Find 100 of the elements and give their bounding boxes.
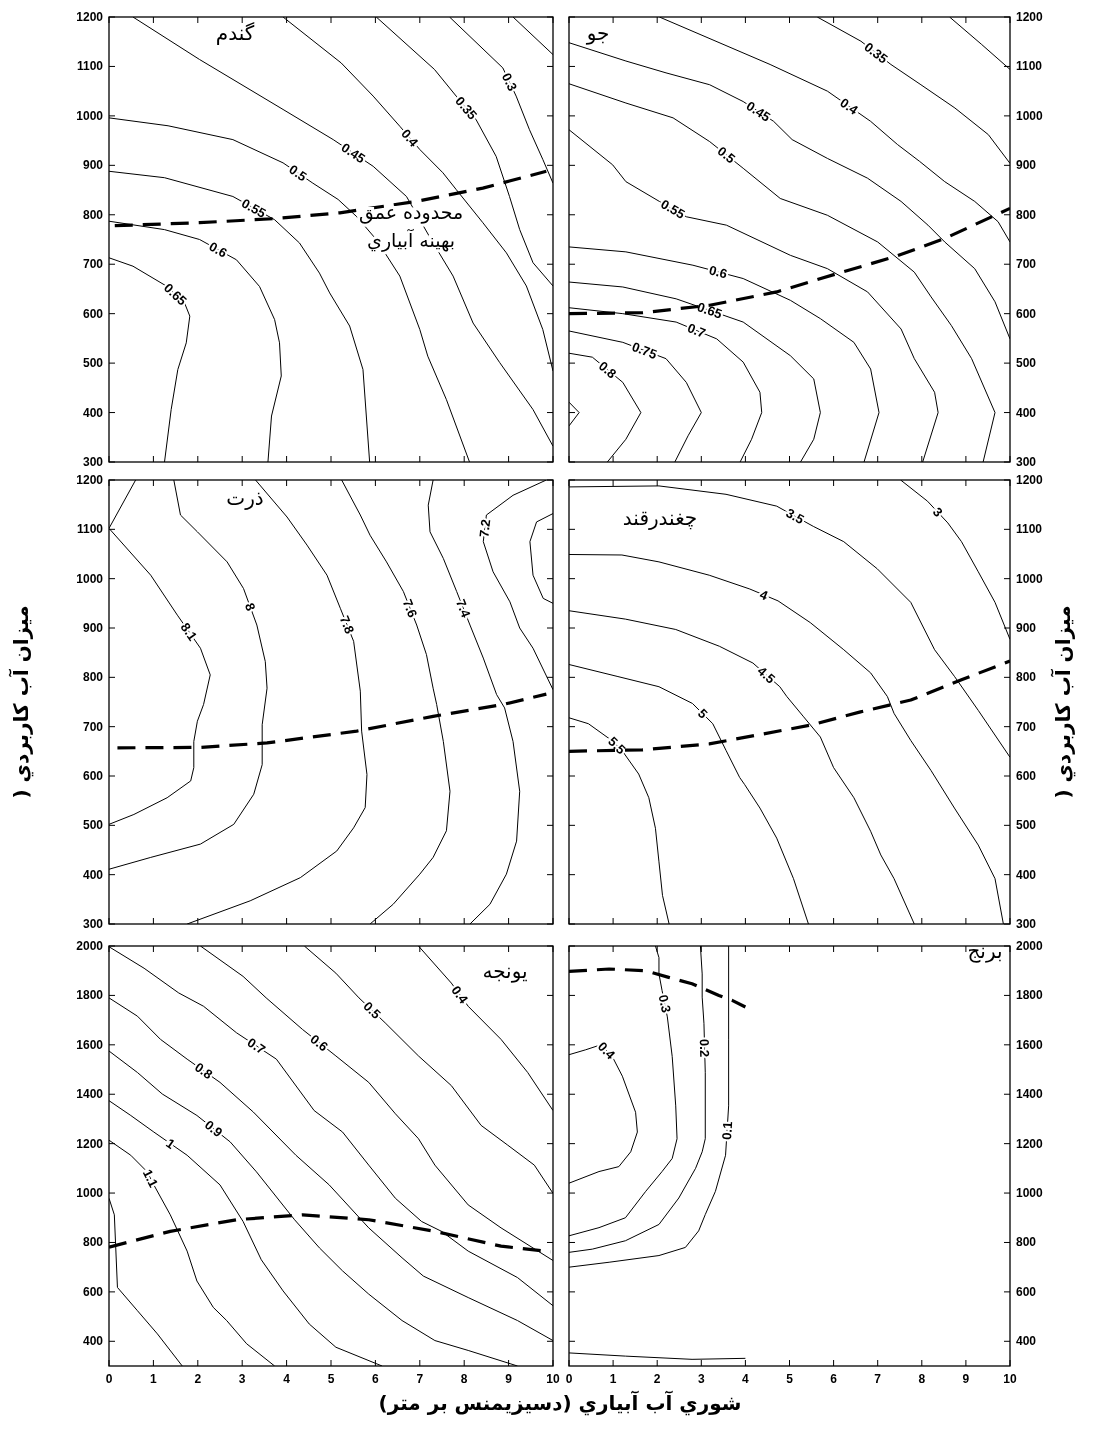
y-tick-label: 2000 [1016, 939, 1044, 953]
text: 1.1 [139, 1166, 162, 1190]
x-tick-label: 9 [962, 1372, 970, 1386]
legend-label: 0.4 [594, 1038, 619, 1063]
y-tick-label: 800 [82, 207, 104, 222]
x-tick-label: 4 [283, 1372, 291, 1386]
text: 0.9 [201, 1117, 226, 1141]
y-tick-label: 900 [1016, 158, 1037, 173]
y-tick-label: 400 [82, 867, 104, 882]
y-tick-label: 1100 [1016, 522, 1043, 537]
chart-title: گندم [215, 21, 255, 45]
text: 0.4 [448, 982, 472, 1007]
y-tick-label: 300 [82, 917, 104, 931]
y-tick-label: 900 [82, 158, 104, 173]
y-tick-label: 800 [1016, 1235, 1037, 1250]
text: 0.3 [498, 70, 521, 94]
y-tick-label: 1200 [1016, 1136, 1044, 1151]
y-tick-label: 1100 [76, 59, 104, 74]
x-tick-label: 6 [372, 1372, 380, 1386]
y-tick-label: 1000 [1016, 108, 1044, 123]
y-tick-label: 1600 [76, 1037, 104, 1052]
text: يونجه [482, 959, 528, 983]
x-tick-label: 4 [742, 1372, 750, 1386]
text: 0.6 [206, 238, 230, 261]
text: 3.5 [783, 505, 807, 528]
text: 0.6 [307, 1031, 331, 1055]
x-tick-label: 0 [565, 1372, 573, 1386]
text: 7.2 [476, 518, 494, 539]
y-tick-label: 400 [82, 405, 104, 420]
y-tick-label: 1100 [76, 522, 104, 537]
text: 0.4 [398, 126, 422, 151]
y-tick-label: 600 [1016, 1284, 1037, 1299]
y-tick-label: 400 [1016, 405, 1037, 420]
text: 0.5 [360, 998, 384, 1023]
y-tick-label: 500 [1016, 356, 1037, 371]
text: 0.2 [696, 1038, 713, 1058]
text: 0.65 [161, 280, 190, 309]
text: چغندرقند [622, 506, 698, 530]
text: 4 [757, 586, 771, 604]
y-tick-label: 1200 [76, 1136, 104, 1151]
text: 0.45 [338, 139, 368, 167]
y-tick-label: 500 [1016, 818, 1037, 833]
y-tick-label: 800 [1016, 670, 1037, 685]
text: 0.55 [658, 196, 688, 222]
y-tick-label: 1000 [76, 1186, 104, 1201]
y-tick-label: 1200 [1016, 10, 1044, 24]
y-tick-label: 700 [1016, 257, 1037, 272]
text: 0.4 [837, 94, 862, 119]
text: 1 [163, 1135, 178, 1152]
y-tick-label: 300 [1016, 917, 1037, 931]
x-tick-label: 1 [609, 1372, 617, 1386]
text: 0.5 [286, 161, 310, 185]
y-tick-label: 1000 [1016, 571, 1044, 586]
x-tick-label: 9 [505, 1372, 513, 1386]
y-tick-label: 1000 [76, 571, 104, 586]
text: 0.35 [861, 39, 891, 67]
x-tick-label: 7 [874, 1372, 882, 1386]
y-tick-label: 600 [1016, 769, 1037, 783]
text: 0.35 [452, 93, 481, 123]
x-tick-label: 5 [786, 1372, 794, 1386]
y-tick-label: 300 [82, 455, 104, 469]
text: 8.1 [177, 620, 201, 644]
y-tick-label: 800 [82, 670, 104, 685]
x-tick-label: 0 [105, 1372, 113, 1386]
text: 0.7 [244, 1034, 269, 1058]
y-tick-label: 400 [82, 1334, 104, 1349]
chart-title: جو [585, 21, 610, 45]
y-tick-label: 1800 [1016, 988, 1044, 1003]
text: 5.5 [605, 733, 629, 758]
text: 7.8 [336, 613, 358, 636]
y-tick-label: 500 [82, 818, 104, 833]
y-tick-label: 1100 [1016, 59, 1043, 74]
y-tick-label: 1200 [1016, 473, 1044, 487]
y-tick-label: 700 [1016, 719, 1037, 734]
y-tick-label: 1400 [76, 1087, 104, 1102]
y-tick-label: 400 [1016, 867, 1037, 882]
x-tick-label: 3 [697, 1372, 705, 1386]
x-tick-label: 10 [1003, 1372, 1017, 1386]
text: 3 [929, 504, 946, 520]
text: 7.6 [399, 597, 421, 620]
y-tick-label: 900 [1016, 621, 1037, 635]
y-tick-label: 500 [82, 356, 104, 371]
text: 5 [694, 705, 711, 722]
text: 0.8 [191, 1059, 216, 1083]
y-tick-label: 400 [1016, 1334, 1037, 1349]
text: 8 [241, 600, 259, 613]
text: 0.7 [685, 320, 708, 341]
y-tick-label: 1000 [1016, 1186, 1044, 1201]
y-tick-label: 1200 [76, 10, 104, 24]
text: 7.4 [453, 597, 474, 621]
y-tick-label: 900 [82, 621, 104, 635]
y-tick-label: 1000 [76, 108, 104, 123]
text: 4.5 [754, 663, 779, 687]
y-tick-label: 1400 [1016, 1087, 1044, 1102]
text: 0.3 [655, 993, 674, 1015]
y-tick-label: 700 [82, 719, 104, 734]
text: 0.1 [719, 1121, 736, 1141]
x-tick-label: 8 [460, 1372, 468, 1386]
x-tick-label: 2 [194, 1372, 202, 1386]
y-tick-label: 600 [82, 306, 104, 321]
